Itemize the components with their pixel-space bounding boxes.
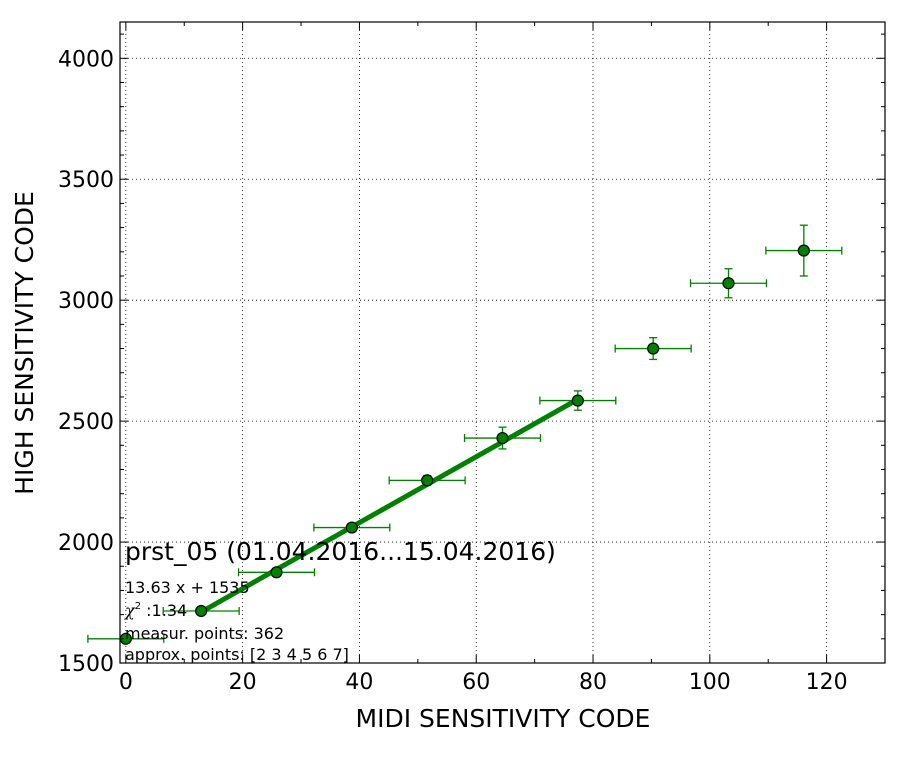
x-tick-label: 0 — [119, 670, 133, 695]
annotation-box: prst_05 (01.04.2016...15.04.2016) 13.63 … — [124, 537, 556, 664]
y-axis-title: HIGH SENSITIVITY CODE — [10, 191, 39, 495]
data-point — [270, 566, 283, 579]
annotation-title: prst_05 (01.04.2016...15.04.2016) — [125, 537, 556, 566]
x-tick-label: 60 — [462, 670, 490, 695]
axis-ticks — [120, 22, 885, 664]
y-tick-labels: 1500 2000 2500 3000 3500 4000 — [58, 47, 114, 677]
data-point — [496, 431, 509, 445]
y-tick-label: 3500 — [58, 168, 114, 193]
measur-points: measur. points: 362 — [125, 624, 284, 643]
fit-line — [199, 397, 580, 615]
x-axis-title: MIDI SENSITIVITY CODE — [356, 704, 651, 733]
y-tick-label: 4000 — [58, 47, 114, 72]
chi-superscript: 2 — [135, 601, 141, 612]
chi-value: :1.34 — [141, 601, 187, 620]
data-point — [345, 521, 358, 534]
grid — [120, 22, 885, 663]
fit-line-group — [199, 397, 580, 615]
data-point — [195, 604, 208, 618]
x-tick-labels: 0 20 40 60 80 100 120 — [119, 670, 848, 695]
y-tick-label: 1500 — [58, 652, 114, 677]
y-tick-label: 3000 — [58, 289, 114, 314]
minor-ticks — [120, 22, 885, 663]
x-tick-label: 120 — [806, 670, 848, 695]
x-tick-label: 20 — [229, 670, 257, 695]
x-tick-label: 80 — [579, 670, 607, 695]
plot-frame — [119, 21, 886, 664]
chi-symbol: χ — [124, 601, 136, 620]
x-tick-label: 100 — [689, 670, 731, 695]
data-point — [571, 394, 584, 407]
approx-points: approx. points: [2 3 4 5 6 7] — [125, 645, 349, 664]
chi-square-line: χ2 :1.34 — [124, 601, 187, 620]
y-tick-label: 2000 — [58, 531, 114, 556]
data-point — [647, 342, 660, 355]
x-tick-label: 40 — [345, 670, 373, 695]
data-point — [797, 244, 810, 257]
data-point — [722, 277, 735, 290]
data-points — [119, 244, 810, 645]
data-point — [421, 474, 434, 487]
fit-equation: 13.63 x + 1535 — [125, 578, 250, 597]
y-tick-label: 2500 — [58, 410, 114, 435]
